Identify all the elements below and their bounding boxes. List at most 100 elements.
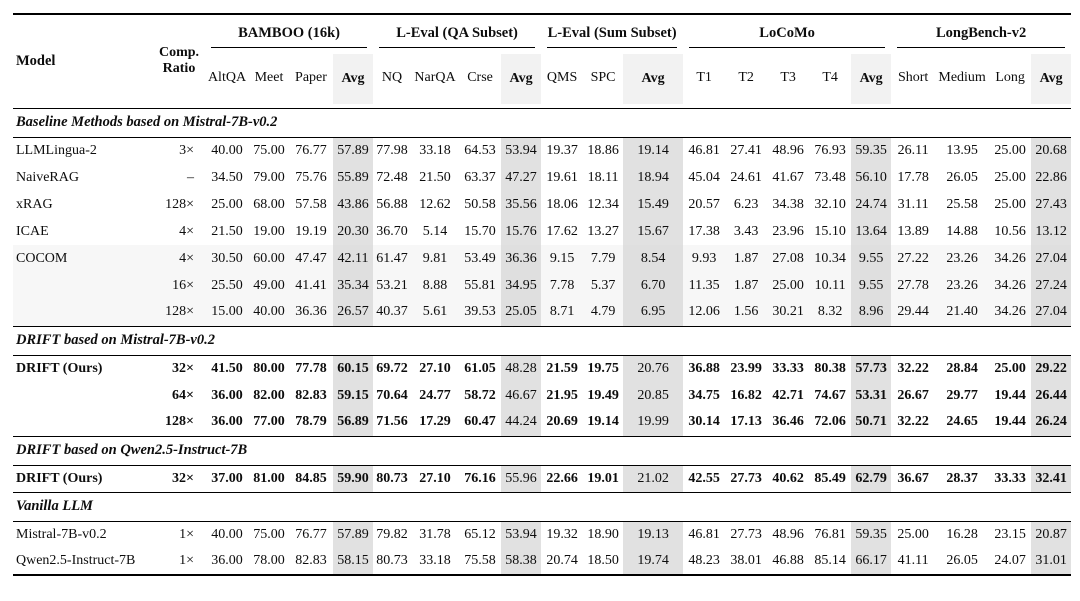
cell-value: 80.73 (376, 470, 408, 486)
cell-value: 5.61 (411, 299, 460, 326)
cell-value: 61.05 (464, 360, 496, 376)
group-label: BAMBOO (16k) (211, 25, 368, 48)
cell-value: 62.79 (851, 465, 892, 492)
cell-value: 17.62 (546, 223, 578, 239)
cell-value: 7.79 (583, 245, 624, 272)
cell-value: 29.77 (946, 387, 978, 403)
cell-value: 24.74 (851, 191, 892, 218)
section-title: DRIFT based on Qwen2.5-Instruct-7B (13, 435, 1072, 466)
cell-value: 16.82 (730, 387, 762, 403)
comp-ratio-line1: Comp. (158, 45, 200, 61)
cell-value: 5.14 (422, 223, 448, 239)
cell-value: 17.29 (419, 414, 451, 430)
cell-value: 26.24 (1031, 409, 1072, 436)
col-header-spc-l-eval-sum-subset: SPC (583, 48, 624, 109)
cell-value: 18.11 (587, 169, 619, 185)
cell-value: 19.32 (546, 526, 578, 542)
cell-value: 26.05 (946, 553, 978, 568)
cell-value: 82.83 (295, 553, 327, 568)
cell-comp-ratio: 4× (179, 223, 194, 239)
cell-comp-ratio: 128× (165, 414, 194, 430)
cell-value: 8.71 (541, 299, 584, 326)
cell-value: 19.99 (623, 409, 684, 436)
header-row-groups: Model Comp. Ratio BAMBOO (16k) L-Eval (QA Su… (13, 14, 1071, 76)
section-header-row: DRIFT based on Qwen2.5-Instruct-7B (13, 435, 1072, 466)
cell-value: 13.89 (897, 223, 929, 239)
cell-value: 32.41 (1031, 465, 1072, 492)
cell-value: 24.61 (730, 169, 762, 185)
cell-value: 23.26 (935, 272, 990, 299)
cell-model: NaiveRAG (16, 169, 79, 185)
cell-value: 50.58 (464, 196, 496, 212)
cell-value: 61.47 (373, 245, 412, 272)
cell-value: 79.00 (253, 169, 285, 185)
section-header-row: Vanilla LLM (13, 491, 1072, 522)
cell-model: Qwen2.5-Instruct-7B (16, 553, 136, 568)
col-header-altqa-bamboo-16k: AltQA (205, 48, 249, 109)
cell-value: 46.88 (772, 553, 804, 568)
cell-value: 9.55 (851, 245, 892, 272)
table-row: 16× 25.50 49.00 41.41 35.34 53.21 8.88 55.81 34.… (13, 272, 1072, 299)
cell-value: 59.35 (851, 137, 892, 164)
cell-value: 9.55 (851, 272, 892, 299)
cell-value: 74.67 (814, 387, 846, 403)
cell-value: 25.50 (205, 272, 249, 299)
table-row: Mistral-7B-v0.2 1× 40.00 75.00 76.77 57.89 79.… (13, 521, 1072, 548)
cell-value: 53.94 (501, 137, 542, 164)
cell-value: 80.38 (814, 360, 846, 376)
cell-value: 19.14 (587, 414, 619, 430)
cell-model: COCOM (13, 245, 153, 272)
cell-value: 21.50 (419, 169, 451, 185)
cell-value: 10.34 (809, 245, 852, 272)
cell-value: 75.58 (464, 553, 496, 568)
cell-value: 71.56 (376, 414, 408, 430)
cell-value: 34.26 (989, 272, 1032, 299)
cell-value: 76.16 (464, 470, 496, 486)
col-header-avg-bamboo-16k: Avg (333, 48, 374, 109)
group-header-longbench-v2: LongBench-v2 (891, 14, 1071, 48)
group-header-bamboo-16k: BAMBOO (16k) (205, 14, 373, 48)
cell-value: 15.10 (814, 223, 846, 239)
cell-value: 80.00 (253, 360, 285, 376)
cell-model: Mistral-7B-v0.2 (16, 526, 107, 542)
cell-value: 35.34 (333, 272, 374, 299)
cell-value: 32.22 (897, 360, 929, 376)
table-row: 64× 36.00 82.00 82.83 59.15 70.64 24.77 58.72 46… (13, 382, 1072, 409)
col-header-avg-l-eval-sum-subset: Avg (623, 48, 684, 109)
cell-model: ICAE (16, 223, 49, 239)
cell-value: 42.55 (688, 470, 720, 486)
cell-value: 39.53 (459, 299, 502, 326)
cell-value: 26.44 (1031, 382, 1072, 409)
cell-value: 49.00 (249, 272, 289, 299)
cell-comp-ratio: 32× (172, 360, 194, 376)
cell-value: 1.56 (725, 299, 768, 326)
col-header-avg-l-eval-qa-subset: Avg (501, 48, 542, 109)
cell-value: 78.00 (253, 553, 285, 568)
table-row: 128× 15.00 40.00 36.36 26.57 40.37 5.61 39.53 25… (13, 299, 1072, 326)
group-label: L-Eval (QA Subset) (379, 25, 536, 48)
cell-value: 40.00 (249, 299, 289, 326)
cell-value: 20.68 (1031, 137, 1072, 164)
cell-value: 58.38 (501, 548, 542, 575)
cell-value: 24.65 (946, 414, 978, 430)
cell-value: 84.85 (295, 470, 327, 486)
cell-value: 31.78 (419, 526, 451, 542)
cell-value: 57.89 (333, 137, 374, 164)
cell-value: 82.83 (295, 387, 327, 403)
cell-value: 31.11 (897, 196, 929, 212)
cell-value: 25.00 (994, 196, 1026, 212)
cell-value: 13.64 (851, 218, 892, 245)
cell-value: 47.27 (501, 164, 542, 191)
col-header-comp-ratio: Comp. Ratio (153, 14, 205, 108)
cell-value: 19.44 (994, 387, 1026, 403)
cell-value: 20.85 (623, 382, 684, 409)
cell-value: 36.00 (211, 553, 243, 568)
cell-value: 38.01 (730, 553, 762, 568)
cell-value: 12.62 (419, 196, 451, 212)
table-header: Model Comp. Ratio BAMBOO (16k) L-Eval (QA Su… (13, 14, 1072, 109)
table-row: Qwen2.5-Instruct-7B 1× 36.00 78.00 82.83 58.1… (13, 548, 1072, 575)
cell-value: 60.15 (333, 355, 374, 382)
cell-model (13, 409, 153, 436)
cell-value: 82.00 (253, 387, 285, 403)
cell-value: 34.95 (501, 272, 542, 299)
